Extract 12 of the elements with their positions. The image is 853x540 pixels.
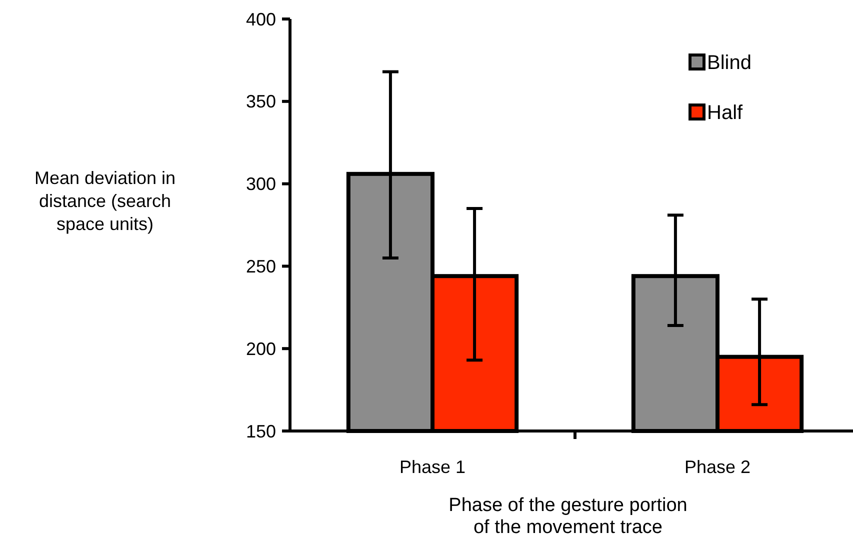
y-tick-label: 200 — [246, 338, 276, 359]
y-tick-label: 250 — [246, 256, 276, 276]
y-tick-label: 300 — [246, 174, 276, 194]
y-tick-label: 400 — [246, 9, 276, 30]
y-axis-title: Mean deviation in distance (search space units) — [34, 168, 176, 234]
legend-label: Half — [707, 102, 744, 124]
y-tick-label: 150 — [246, 421, 276, 442]
x-tick-label: Phase 1 — [399, 457, 466, 477]
x-tick-label: Phase 2 — [684, 457, 751, 477]
legend-label: Blind — [707, 52, 752, 74]
x-axis-title: Phase of the gesture portion of the movement trace — [448, 495, 688, 538]
y-tick-label: 350 — [246, 92, 276, 112]
